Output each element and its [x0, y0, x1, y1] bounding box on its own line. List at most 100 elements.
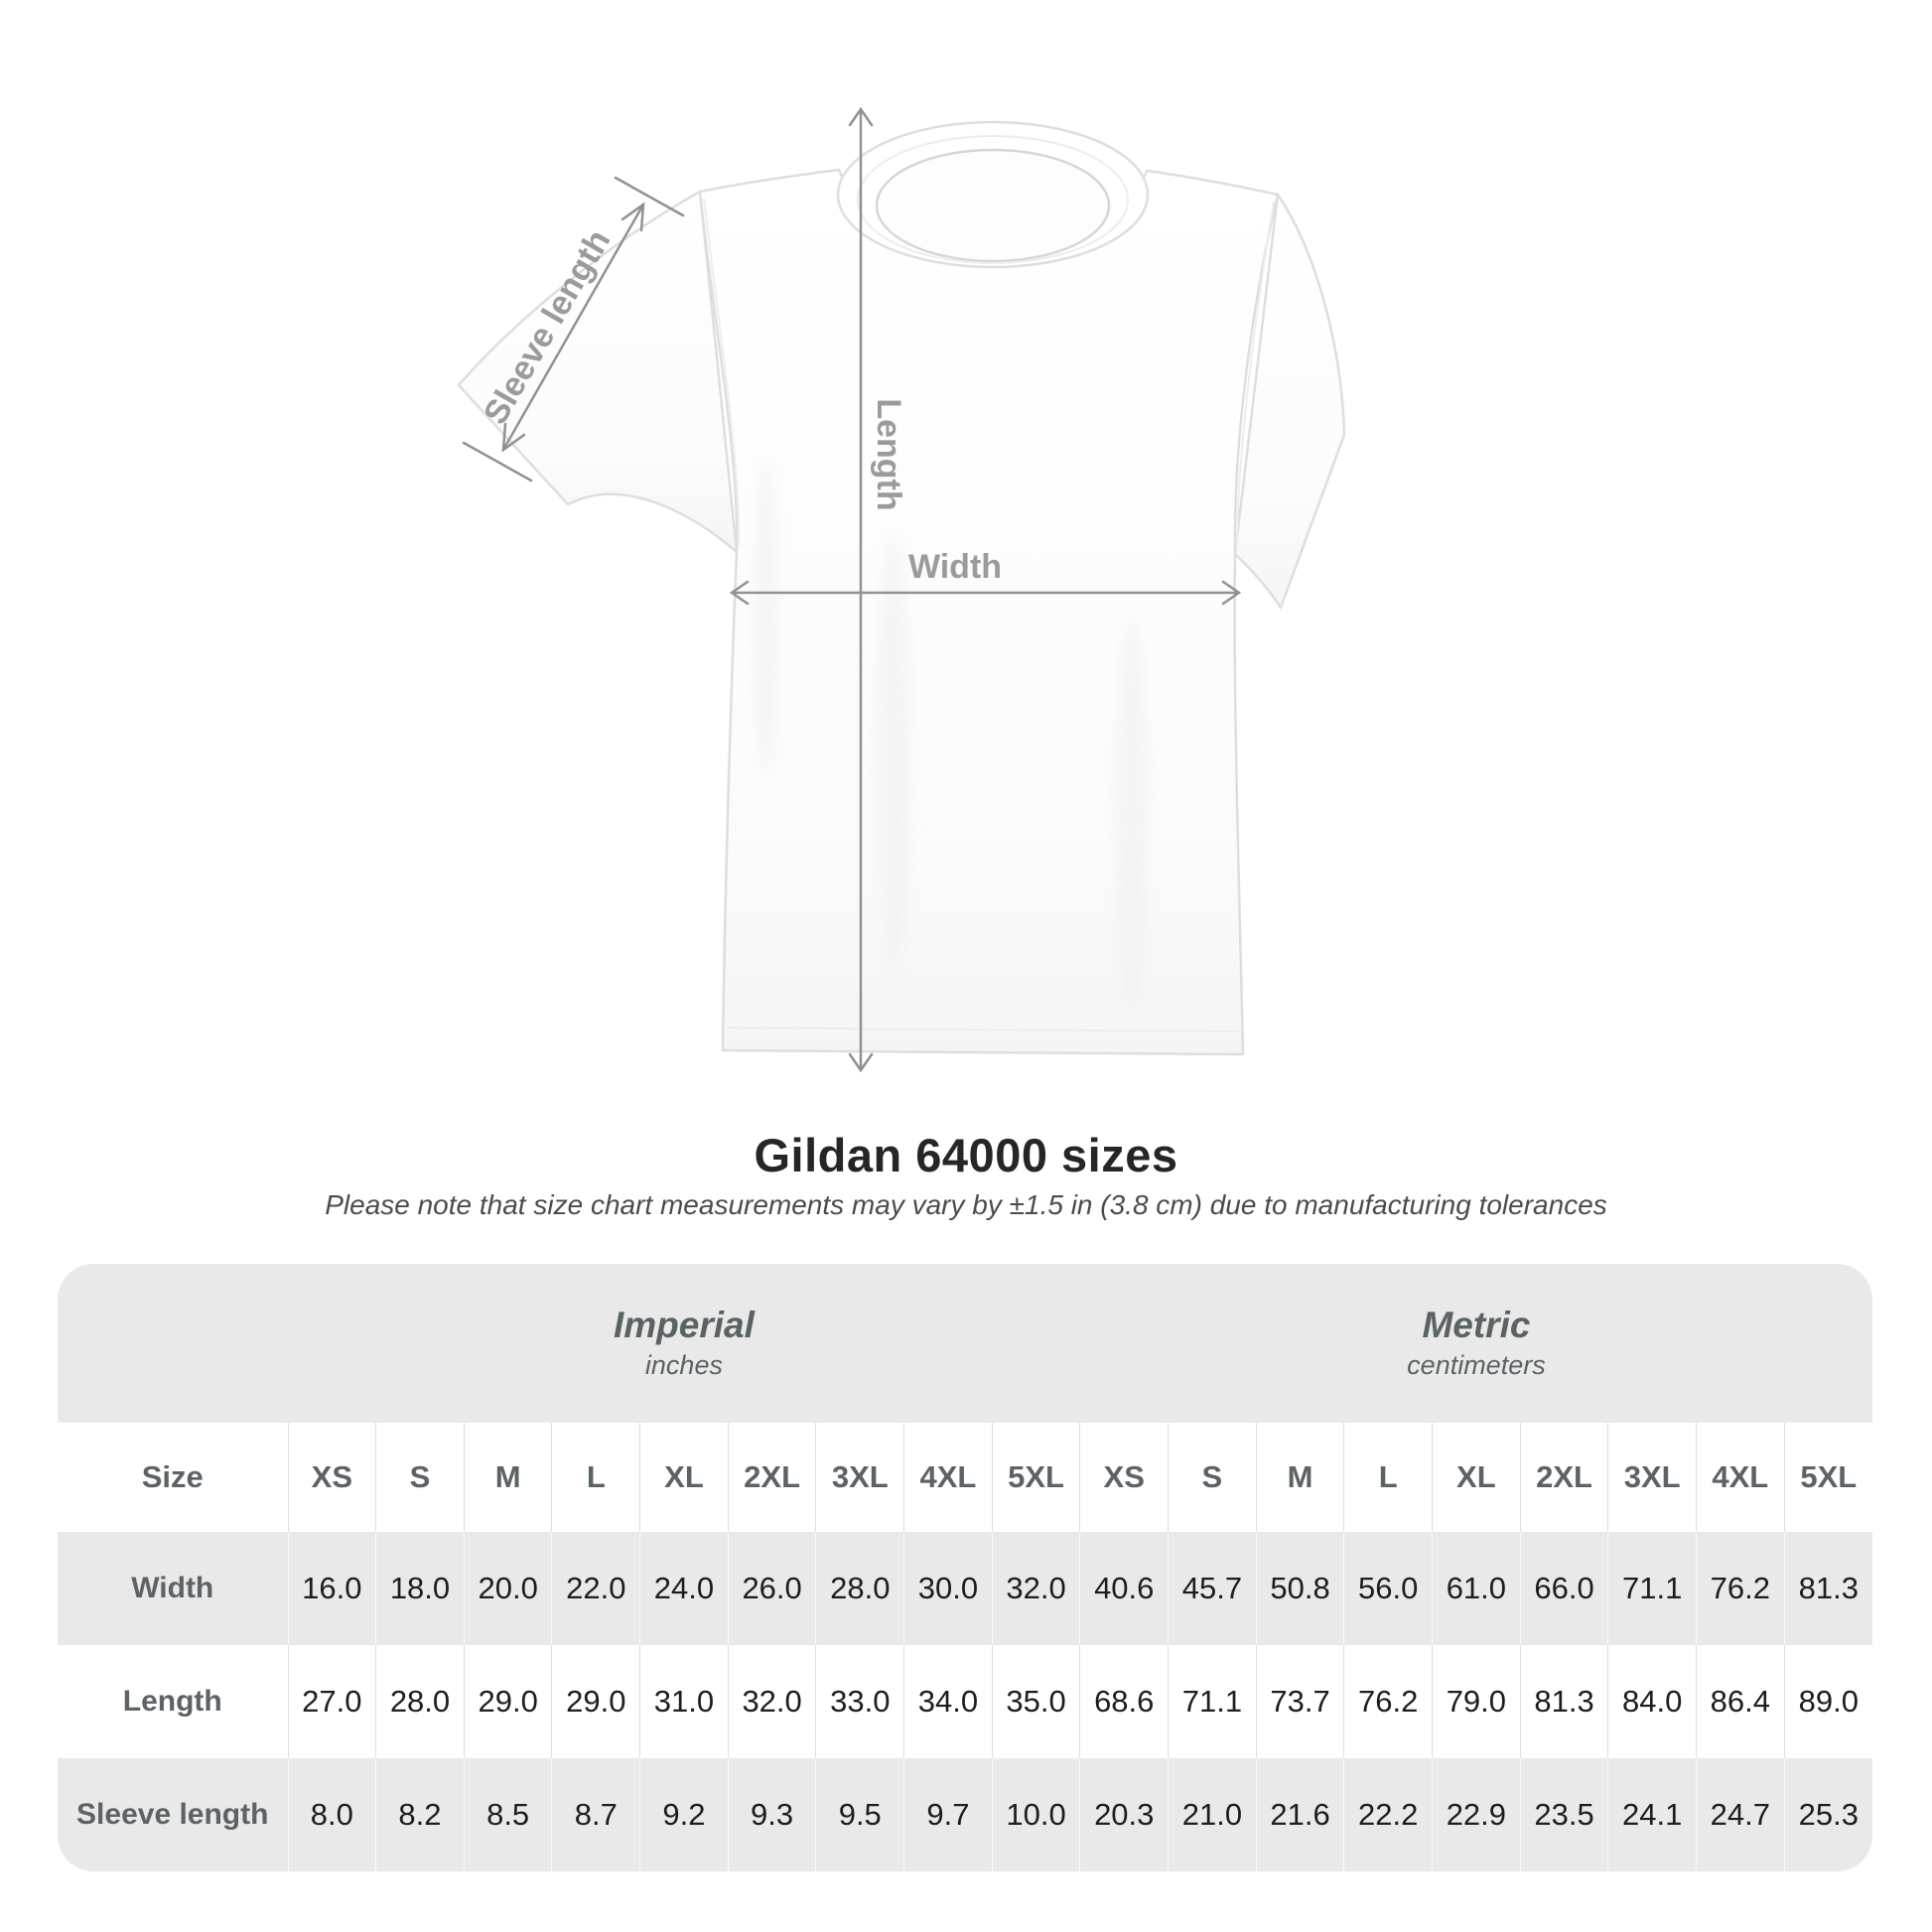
size-table-body: Width 16.0 18.0 20.0 22.0 24.0 26.0 28.0 30.0 32.…: [58, 1532, 1872, 1871]
measure-value: 34.0: [903, 1645, 993, 1758]
measure-value: 8.0: [287, 1758, 376, 1871]
measure-value: 32.0: [727, 1645, 816, 1758]
tshirt-left-sleeve: [457, 190, 739, 554]
size-col-header: 5XL: [1783, 1423, 1872, 1532]
size-col-header: S: [1168, 1423, 1257, 1532]
measure-value: 10.0: [991, 1758, 1080, 1871]
size-col-header: S: [375, 1423, 465, 1532]
measure-value: 32.0: [991, 1532, 1080, 1645]
size-table: Imperial inches Metric centimeters Size …: [58, 1264, 1872, 1871]
measure-row-label: Sleeve length: [76, 1798, 269, 1831]
measure-value: 29.0: [463, 1645, 552, 1758]
measure-value: 50.8: [1255, 1532, 1344, 1645]
size-table-wrap: Imperial inches Metric centimeters Size …: [58, 1264, 1872, 1871]
size-col-header: XS: [287, 1423, 376, 1532]
measure-value: 81.3: [1519, 1645, 1608, 1758]
measure-value: 66.0: [1519, 1532, 1608, 1645]
measure-value: 81.3: [1783, 1532, 1872, 1645]
size-col-header: 2XL: [1519, 1423, 1608, 1532]
measure-value: 9.5: [815, 1758, 904, 1871]
measure-value: 76.2: [1343, 1645, 1433, 1758]
size-col-header: 4XL: [903, 1423, 993, 1532]
measure-value: 20.3: [1079, 1758, 1169, 1871]
size-col-header: XS: [1079, 1423, 1169, 1532]
measure-value: 84.0: [1607, 1645, 1697, 1758]
size-col-header: M: [1255, 1423, 1344, 1532]
measure-row-label: Width: [131, 1572, 214, 1604]
measure-value: 30.0: [903, 1532, 993, 1645]
measure-value: 23.5: [1519, 1758, 1608, 1871]
measure-value: 24.0: [639, 1532, 729, 1645]
imperial-unit: inches: [644, 1350, 723, 1380]
measure-value: 21.0: [1168, 1758, 1257, 1871]
size-col-header: XL: [639, 1423, 729, 1532]
tshirt-body: [698, 168, 1280, 1056]
measure-row: Length 27.0 28.0 29.0 29.0 31.0 32.0 33.0 34.0 35…: [58, 1645, 1872, 1758]
size-col-header: 2XL: [727, 1423, 816, 1532]
measure-value: 9.2: [639, 1758, 729, 1871]
measure-value: 31.0: [639, 1645, 729, 1758]
measure-value: 26.0: [727, 1532, 816, 1645]
size-header-row: Size XS S M L XL 2XL 3XL 4XL 5XL XS S M L XL 2XL 3XL 4XL…: [58, 1423, 1872, 1532]
measure-value: 18.0: [375, 1532, 465, 1645]
measure-value: 79.0: [1432, 1645, 1521, 1758]
size-col-header: 5XL: [991, 1423, 1080, 1532]
measure-value: 21.6: [1255, 1758, 1344, 1871]
measure-value: 22.2: [1343, 1758, 1433, 1871]
imperial-title: Imperial: [614, 1305, 755, 1345]
measure-value: 24.1: [1607, 1758, 1697, 1871]
measure-value: 40.6: [1079, 1532, 1169, 1645]
measure-value: 71.1: [1607, 1532, 1697, 1645]
size-col-header: 4XL: [1696, 1423, 1785, 1532]
measure-row: Width 16.0 18.0 20.0 22.0 24.0 26.0 28.0 30.0 32.…: [58, 1532, 1872, 1645]
measure-value: 16.0: [287, 1532, 376, 1645]
measure-value: 8.7: [551, 1758, 640, 1871]
measure-value: 28.0: [375, 1645, 465, 1758]
units-corner-cell: [58, 1264, 288, 1423]
measure-value: 24.7: [1696, 1758, 1785, 1871]
metric-title: Metric: [1422, 1305, 1531, 1345]
length-label: Length: [870, 398, 907, 510]
measure-value: 8.5: [463, 1758, 552, 1871]
measure-value: 73.7: [1255, 1645, 1344, 1758]
measure-value: 89.0: [1783, 1645, 1872, 1758]
page-title: Gildan 64000 sizes: [754, 1129, 1178, 1181]
size-col-header: 3XL: [815, 1423, 904, 1532]
size-header-cell: Size: [58, 1423, 288, 1532]
measure-value: 9.3: [727, 1758, 816, 1871]
tshirt-right-sleeve: [1233, 193, 1346, 610]
measure-value: 8.2: [375, 1758, 465, 1871]
measure-value: 20.0: [463, 1532, 552, 1645]
tshirt-fold-shading: [755, 457, 1148, 1013]
measure-value: 71.1: [1168, 1645, 1257, 1758]
size-col-header: M: [463, 1423, 552, 1532]
tshirt-seams: [703, 135, 1275, 1033]
metric-header: Metric centimeters: [1079, 1264, 1872, 1423]
size-col-header: L: [1343, 1423, 1433, 1532]
measure-value: 28.0: [815, 1532, 904, 1645]
metric-unit: centimeters: [1407, 1350, 1546, 1380]
size-col-header: 3XL: [1607, 1423, 1697, 1532]
size-col-header: L: [551, 1423, 640, 1532]
width-label: Width: [908, 548, 1002, 586]
measure-value: 68.6: [1079, 1645, 1169, 1758]
measure-value: 76.2: [1696, 1532, 1785, 1645]
measure-value: 22.9: [1432, 1758, 1521, 1871]
measure-value: 27.0: [287, 1645, 376, 1758]
length-arrow: [848, 106, 874, 1073]
measurement-arrows: [462, 106, 1242, 1073]
tshirt-collar-inner: [875, 148, 1111, 263]
width-arrow: [729, 580, 1242, 606]
sleeve-length-arrow: [462, 176, 685, 483]
tshirt-diagram: Sleeve length Length Width: [457, 106, 1346, 1073]
measure-value: 29.0: [551, 1645, 640, 1758]
measure-row-label: Length: [122, 1685, 222, 1718]
imperial-header: Imperial inches: [288, 1264, 1080, 1423]
units-header-row: Imperial inches Metric centimeters: [58, 1264, 1872, 1423]
measure-value: 56.0: [1343, 1532, 1433, 1645]
measure-value: 25.3: [1783, 1758, 1872, 1871]
tolerance-note: Please note that size chart measurements…: [325, 1189, 1607, 1220]
measure-value: 22.0: [551, 1532, 640, 1645]
measure-value: 35.0: [991, 1645, 1080, 1758]
